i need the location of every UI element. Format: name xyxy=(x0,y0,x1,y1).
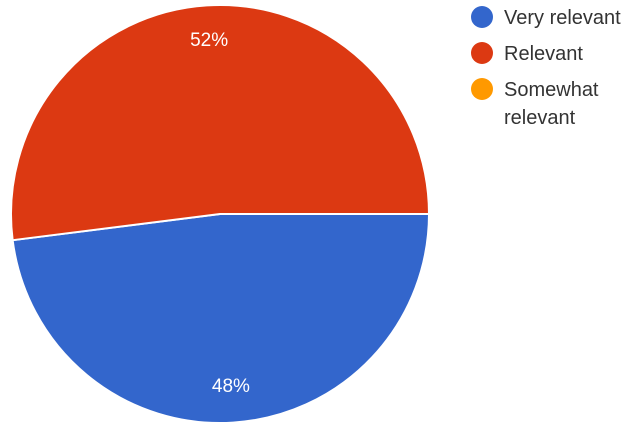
pie-slice-very-relevant[interactable] xyxy=(11,213,431,424)
data-label-very-relevant: 48% xyxy=(212,376,250,397)
data-label-relevant: 52% xyxy=(190,30,228,51)
legend: Very relevant Relevant Somewhat relevant xyxy=(471,4,641,140)
legend-label: Somewhat relevant xyxy=(504,79,599,129)
legend-label: Very relevant xyxy=(504,7,621,29)
legend-marker-somewhat-relevant xyxy=(471,78,493,100)
legend-marker-very-relevant xyxy=(471,6,493,28)
legend-item-very-relevant[interactable]: Very relevant xyxy=(471,4,641,32)
legend-marker-relevant xyxy=(471,42,493,64)
legend-item-relevant[interactable]: Relevant xyxy=(471,40,641,68)
legend-label: Relevant xyxy=(504,43,583,65)
legend-item-somewhat-relevant[interactable]: Somewhat relevant xyxy=(471,76,641,132)
pie-data-labels: 48% 52% xyxy=(190,30,250,397)
pie-slices xyxy=(10,4,431,424)
pie-slice-relevant[interactable] xyxy=(10,4,431,242)
